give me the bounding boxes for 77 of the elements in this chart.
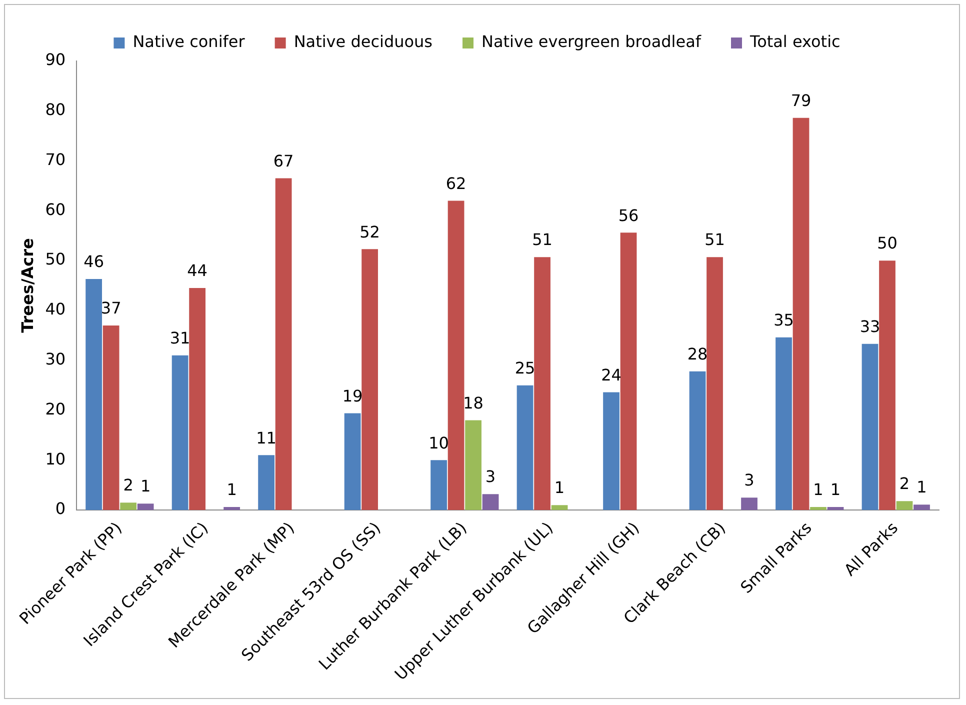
- data-label: 56: [618, 206, 639, 225]
- data-label: 50: [877, 234, 898, 253]
- y-tick-label: 90: [45, 50, 66, 70]
- bar: [827, 507, 844, 510]
- data-label: 51: [532, 230, 552, 250]
- legend-label: Native deciduous: [294, 32, 433, 52]
- bar: [344, 413, 361, 510]
- data-label: 1: [140, 476, 151, 496]
- data-label: 52: [360, 222, 380, 242]
- bar: [224, 507, 240, 510]
- y-tick-label: 30: [45, 350, 66, 369]
- data-label: 1: [226, 480, 237, 500]
- data-label: 44: [187, 261, 208, 280]
- data-label: 11: [256, 428, 276, 448]
- bar: [689, 371, 706, 510]
- y-tick-label: 80: [45, 100, 66, 120]
- legend-label: Native evergreen broadleaf: [482, 32, 702, 52]
- bar: [896, 501, 913, 510]
- data-label: 28: [687, 344, 708, 364]
- data-label: 35: [774, 310, 794, 330]
- bar: [86, 279, 102, 510]
- data-label: 10: [428, 433, 449, 452]
- data-label: 1: [554, 478, 565, 498]
- bar: [810, 507, 826, 510]
- y-tick-label: 60: [45, 200, 66, 219]
- bar: [362, 249, 378, 510]
- bar: [137, 504, 154, 510]
- data-label: 19: [342, 386, 363, 406]
- data-label: 1: [916, 478, 927, 497]
- y-tick-label: 20: [45, 399, 66, 418]
- bar: [258, 455, 274, 510]
- bar: [706, 257, 723, 510]
- bar: [482, 494, 499, 510]
- data-label: 1: [830, 480, 841, 500]
- bar: [620, 232, 637, 510]
- data-label: 24: [601, 365, 622, 384]
- bar: [879, 260, 896, 510]
- data-label: 37: [100, 298, 122, 318]
- bar: [551, 505, 568, 510]
- bar: [189, 288, 206, 510]
- bar: [914, 504, 930, 510]
- data-label: 3: [485, 467, 496, 486]
- data-label: 25: [514, 358, 536, 378]
- y-tick-label: 40: [45, 300, 66, 319]
- data-label: 2: [899, 474, 910, 494]
- bar: [741, 498, 758, 510]
- y-tick-label: 70: [45, 150, 66, 169]
- bar: [275, 178, 292, 510]
- data-label: 62: [446, 174, 466, 193]
- y-tick-label: 10: [45, 449, 66, 468]
- bar: [465, 420, 482, 510]
- bar: [102, 325, 120, 510]
- data-label: 18: [463, 393, 484, 412]
- bar: [448, 200, 464, 510]
- y-axis-title: Trees/Acre: [18, 238, 37, 333]
- data-label: 3: [744, 470, 754, 490]
- bar: [603, 392, 620, 510]
- bar: [120, 502, 136, 510]
- data-label: 2: [123, 476, 134, 495]
- bar: [862, 344, 878, 510]
- bar: [516, 385, 534, 510]
- data-label: 1: [813, 480, 824, 500]
- data-label: 51: [704, 230, 725, 250]
- data-label: 46: [84, 252, 104, 272]
- y-tick-label: 50: [45, 250, 66, 269]
- data-label: 67: [273, 151, 294, 170]
- data-label: 79: [790, 91, 812, 110]
- data-label: 33: [860, 317, 880, 336]
- y-tick-label: 0: [55, 499, 66, 518]
- bar: [776, 337, 792, 510]
- bar: [792, 118, 810, 510]
- legend-label: Native conifer: [132, 32, 246, 52]
- bar: [172, 355, 188, 510]
- data-label: 31: [170, 328, 190, 348]
- bar: [534, 257, 550, 510]
- bar: [430, 460, 447, 510]
- legend-label: Total exotic: [749, 32, 840, 52]
